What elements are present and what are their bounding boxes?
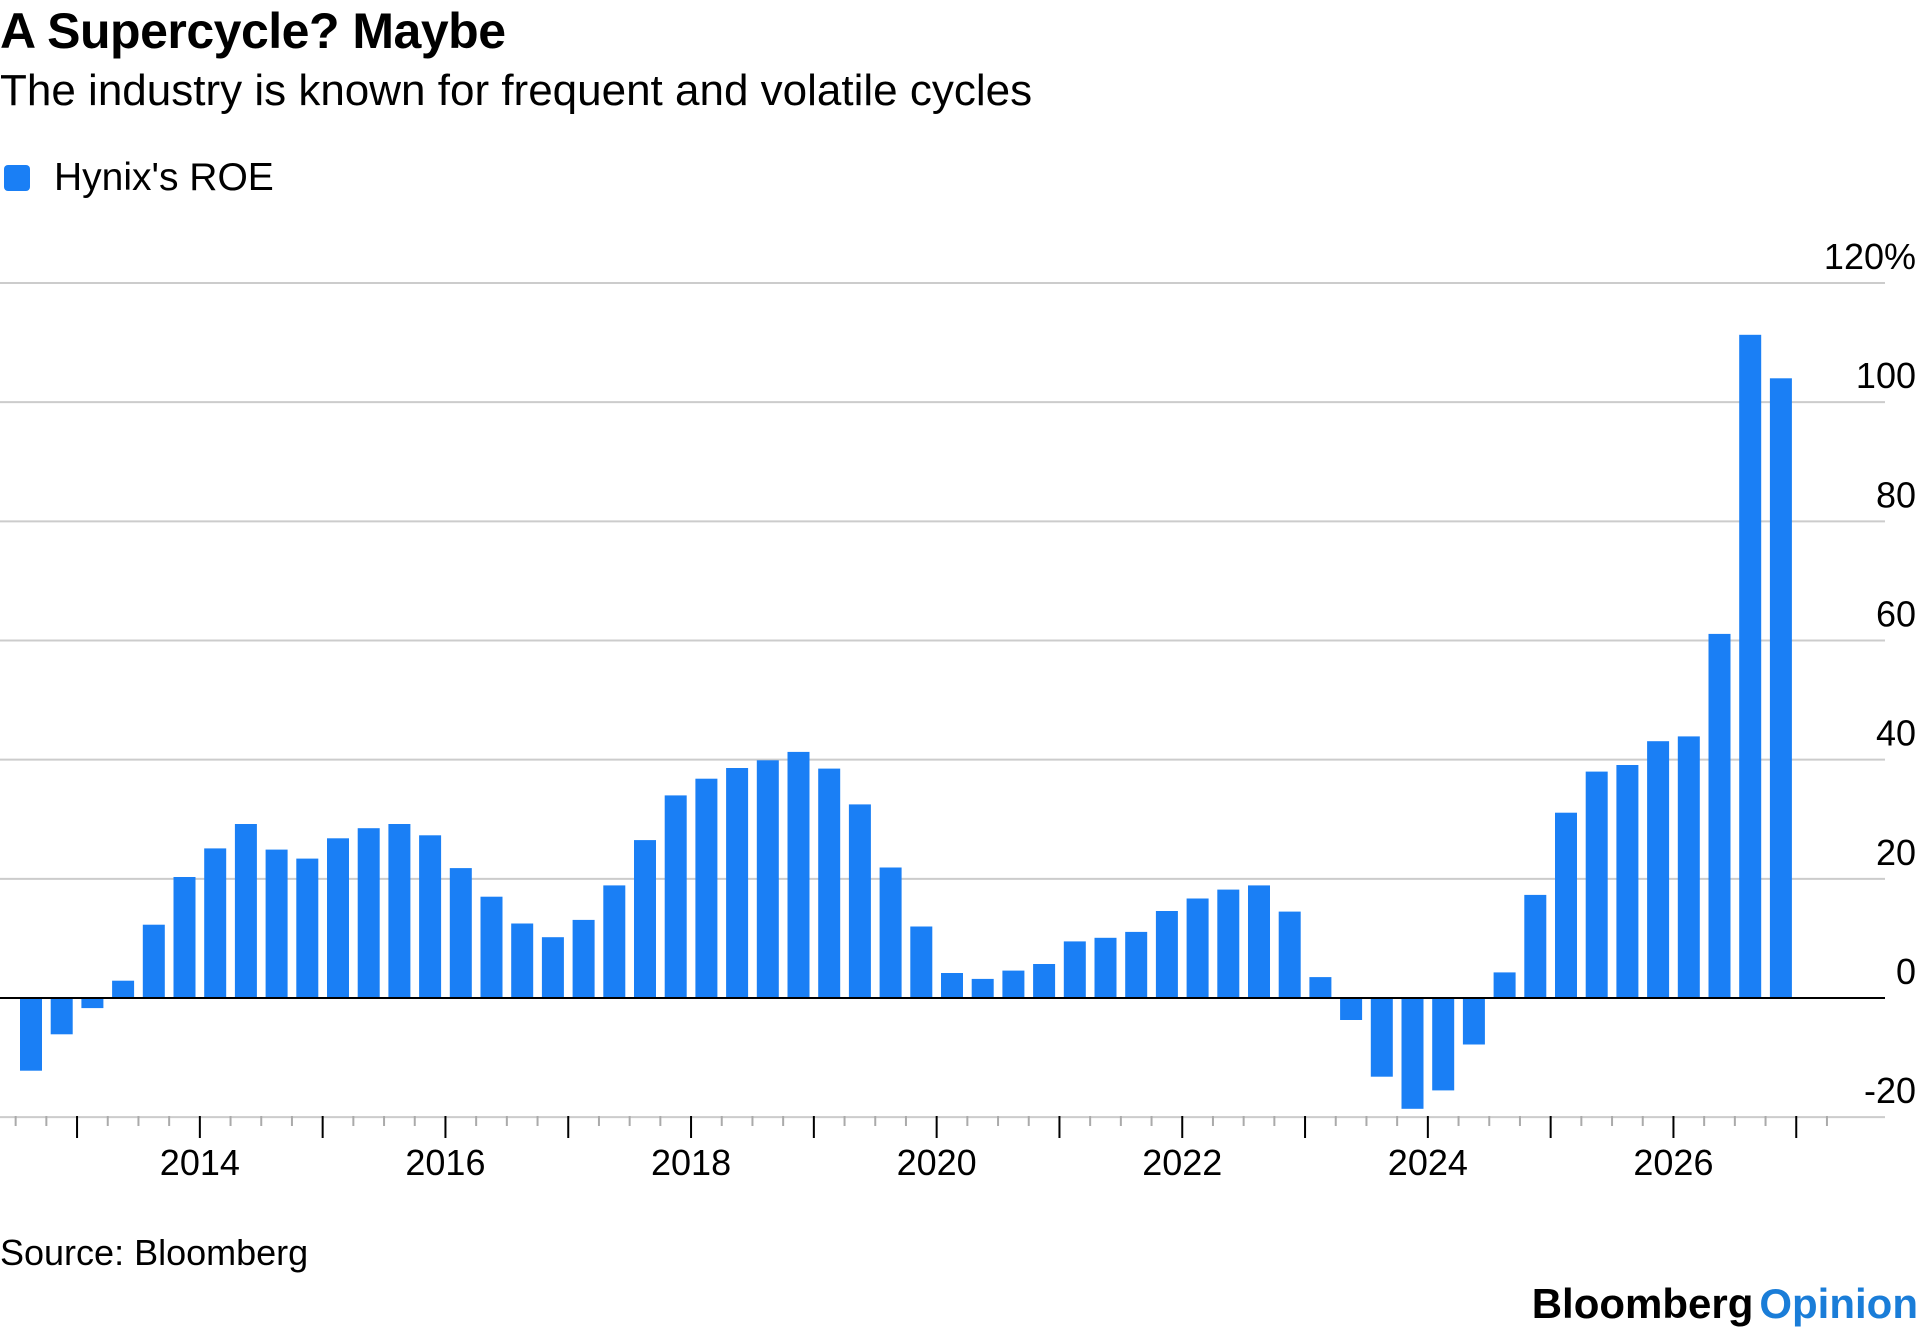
x-tick-label: 2024 (1388, 1142, 1468, 1183)
bar (419, 835, 442, 998)
x-axis-ticks (14, 1116, 1828, 1138)
bar (879, 867, 902, 998)
bar (1155, 911, 1178, 998)
bar (1769, 378, 1792, 998)
bar (142, 924, 165, 998)
bar (296, 858, 319, 998)
bar (265, 849, 288, 998)
bar (1217, 889, 1240, 998)
bar (1555, 812, 1577, 998)
bar (112, 980, 135, 998)
y-tick-label: 0 (1896, 951, 1916, 992)
bar (634, 840, 656, 998)
bar (818, 768, 841, 998)
bar (1125, 931, 1148, 998)
bar (1278, 911, 1301, 998)
bar (1186, 898, 1209, 998)
bar (1094, 937, 1117, 998)
bar (449, 868, 472, 998)
bar (1309, 977, 1332, 998)
bar (910, 926, 933, 998)
bar (480, 896, 503, 998)
bar (50, 998, 73, 1035)
bar (81, 998, 104, 1009)
legend-swatch (4, 165, 30, 191)
chart-subtitle: The industry is known for frequent and v… (0, 66, 1033, 115)
x-tick-label: 2016 (405, 1142, 485, 1183)
bar (1248, 885, 1270, 998)
bar (756, 760, 779, 998)
bar (1401, 998, 1424, 1109)
bar (1493, 972, 1516, 998)
bar (787, 751, 810, 998)
bar (20, 998, 42, 1071)
bar (357, 828, 380, 998)
bar (511, 923, 534, 998)
bar (1063, 941, 1086, 998)
x-tick-label: 2020 (897, 1142, 977, 1183)
bar (204, 848, 227, 998)
bar (388, 824, 411, 998)
bar (664, 795, 687, 998)
legend-label: Hynix's ROE (54, 156, 274, 199)
bar (726, 768, 749, 998)
bar (941, 973, 963, 998)
bar (173, 877, 196, 998)
x-tick-label: 2022 (1142, 1142, 1222, 1183)
bar (327, 838, 349, 998)
bar (848, 804, 871, 998)
bar (1524, 894, 1547, 998)
bar (695, 778, 718, 998)
brand-logo: Bloomberg Opinion (1532, 1280, 1918, 1328)
y-tick-label: 120% (1824, 236, 1916, 277)
y-axis-labels: -20 0 20 40 60 80 100 120% (1824, 236, 1916, 1111)
x-tick-label: 2026 (1633, 1142, 1713, 1183)
chart-title: A Supercycle? Maybe (0, 3, 506, 59)
bar (971, 978, 994, 998)
bar (1370, 998, 1393, 1077)
bar (1340, 998, 1363, 1020)
bars (20, 334, 1792, 1109)
bar (1677, 736, 1700, 998)
y-tick-label: 20 (1876, 832, 1916, 873)
y-tick-label: 40 (1876, 713, 1916, 754)
bar (234, 824, 257, 998)
bar (1739, 334, 1762, 998)
y-tick-label: 80 (1876, 474, 1916, 515)
y-tick-label: 100 (1856, 355, 1916, 396)
bar (1616, 765, 1639, 998)
brand-primary: Bloomberg (1531, 1280, 1754, 1327)
x-tick-label: 2018 (651, 1142, 731, 1183)
bar (1585, 771, 1608, 998)
bar (1647, 741, 1670, 998)
bar (603, 885, 626, 998)
bar (1033, 964, 1056, 998)
source-note: Source: Bloomberg (0, 1232, 309, 1273)
bar (541, 937, 564, 998)
bar (1432, 998, 1455, 1091)
y-tick-label: -20 (1864, 1070, 1916, 1111)
bar (1708, 633, 1731, 998)
bar (1462, 998, 1485, 1045)
bar (572, 919, 595, 998)
bar (1002, 970, 1025, 998)
y-tick-label: 60 (1876, 594, 1916, 635)
x-axis-labels: 2014 2016 2018 2020 2022 2024 2026 (160, 1142, 1714, 1183)
brand-secondary: Opinion (1759, 1280, 1918, 1327)
legend: Hynix's ROE (4, 156, 274, 200)
x-tick-label: 2014 (160, 1142, 240, 1183)
